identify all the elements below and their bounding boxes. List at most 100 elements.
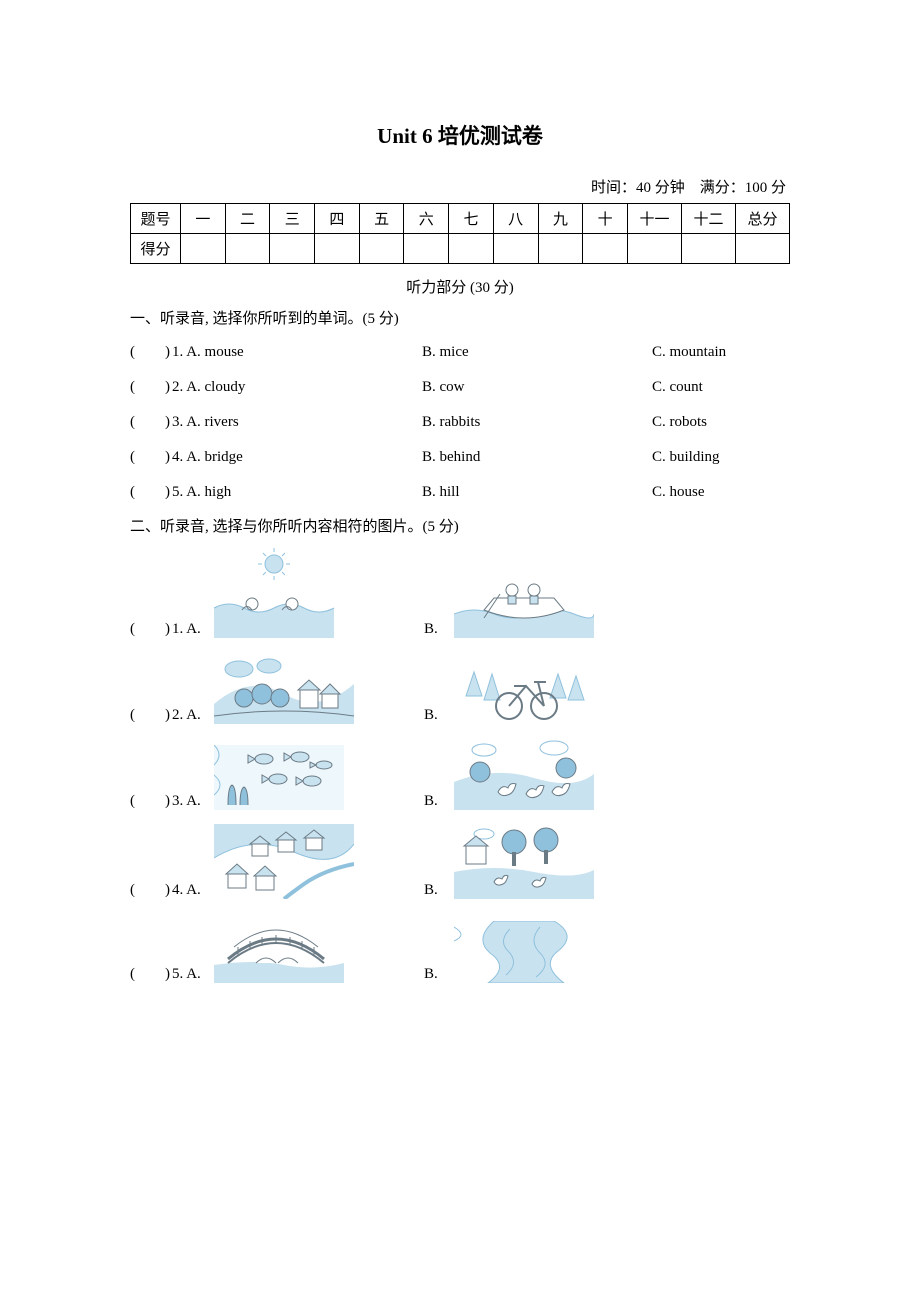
item-number: 3 — [172, 414, 180, 430]
score-blank-cell[interactable] — [736, 234, 790, 264]
answer-blank[interactable]: ( ) — [130, 962, 172, 983]
park-lake-icon — [454, 824, 594, 899]
option-a-label: 1. A. — [172, 621, 214, 638]
option-b: B. behind — [422, 449, 652, 466]
underwater-fish-icon — [214, 745, 344, 810]
option-text: A. — [186, 793, 201, 809]
score-label-cell: 得分 — [131, 234, 181, 264]
answer-blank[interactable]: ( ) — [130, 789, 172, 810]
score-blank-cell[interactable] — [181, 234, 226, 264]
score-header-cell: 三 — [270, 204, 315, 234]
option-b-label: B. — [424, 966, 454, 983]
option-b: B. hill — [422, 484, 652, 501]
score-header-cell: 五 — [359, 204, 404, 234]
item-number: 2 — [172, 379, 180, 395]
score-header-cell: 二 — [225, 204, 270, 234]
score-blank-cell[interactable] — [270, 234, 315, 264]
option-a: 3. A. rivers — [172, 414, 422, 431]
section-2-heading: 二、听录音, 选择与你所听内容相符的图片。(5 分) — [130, 515, 790, 536]
item-number: 2 — [172, 707, 180, 723]
option-text: A. — [186, 882, 201, 898]
score-header-cell: 总分 — [736, 204, 790, 234]
option-c: C. mountain — [652, 344, 790, 361]
answer-blank[interactable]: ( ) — [130, 375, 172, 396]
option-a-label: 3. A. — [172, 793, 214, 810]
pond-ducks-icon — [454, 738, 594, 810]
score-header-cell: 七 — [449, 204, 494, 234]
option-b-label: B. — [424, 882, 454, 899]
option-a: 5. A. high — [172, 484, 422, 501]
option-text: A. — [186, 966, 201, 982]
score-blank-cell[interactable] — [493, 234, 538, 264]
swimming-icon — [214, 548, 334, 638]
section-1-heading: 一、听录音, 选择你所听到的单词。(5 分) — [130, 307, 790, 328]
score-header-cell: 十一 — [628, 204, 682, 234]
item-number: 5 — [172, 484, 180, 500]
option-a-label: 2. A. — [172, 707, 214, 724]
river-icon — [454, 921, 604, 983]
option-b-label: B. — [424, 793, 454, 810]
score-blank-cell[interactable] — [538, 234, 583, 264]
score-blank-cell[interactable] — [583, 234, 628, 264]
option-b-label: B. — [424, 707, 454, 724]
option-text: A. bridge — [186, 449, 243, 465]
option-c: C. house — [652, 484, 790, 501]
mcq-item: ( ) 3. A. rivers B. rabbits C. robots — [130, 410, 790, 431]
score-blank-cell[interactable] — [682, 234, 736, 264]
table-row: 题号 一 二 三 四 五 六 七 八 九 十 十一 十二 总分 — [131, 204, 790, 234]
option-b: B. rabbits — [422, 414, 652, 431]
picture-item: ( ) 4. A. B. — [130, 824, 790, 899]
picture-item: ( ) 2. A. B. — [130, 652, 790, 724]
score-blank-cell[interactable] — [628, 234, 682, 264]
option-a: 2. A. cloudy — [172, 379, 422, 396]
item-number: 5 — [172, 966, 180, 982]
listening-section-header: 听力部分 (30 分) — [130, 276, 790, 297]
option-b-label: B. — [424, 621, 454, 638]
answer-blank[interactable]: ( ) — [130, 445, 172, 466]
option-c: C. building — [652, 449, 790, 466]
option-text: A. — [186, 621, 201, 637]
option-text: A. mouse — [186, 344, 244, 360]
table-row: 得分 — [131, 234, 790, 264]
answer-blank[interactable]: ( ) — [130, 340, 172, 361]
option-a: 4. A. bridge — [172, 449, 422, 466]
boat-icon — [454, 568, 594, 638]
picture-item: ( ) 1. A. B. — [130, 548, 790, 638]
item-number: 1 — [172, 344, 180, 360]
answer-blank[interactable]: ( ) — [130, 617, 172, 638]
option-text: A. high — [186, 484, 231, 500]
option-a: 1. A. mouse — [172, 344, 422, 361]
mcq-item: ( ) 1. A. mouse B. mice C. mountain — [130, 340, 790, 361]
score-table: 题号 一 二 三 四 五 六 七 八 九 十 十一 十二 总分 得分 — [130, 203, 790, 264]
answer-blank[interactable]: ( ) — [130, 878, 172, 899]
option-text: A. rivers — [186, 414, 239, 430]
option-c: C. count — [652, 379, 790, 396]
answer-blank[interactable]: ( ) — [130, 703, 172, 724]
score-blank-cell[interactable] — [449, 234, 494, 264]
item-number: 3 — [172, 793, 180, 809]
score-blank-cell[interactable] — [315, 234, 360, 264]
option-a-label: 5. A. — [172, 966, 214, 983]
score-header-cell: 六 — [404, 204, 449, 234]
score-blank-cell[interactable] — [225, 234, 270, 264]
option-b: B. mice — [422, 344, 652, 361]
option-a-label: 4. A. — [172, 882, 214, 899]
answer-blank[interactable]: ( ) — [130, 480, 172, 501]
option-text: A. — [186, 707, 201, 723]
item-number: 4 — [172, 449, 180, 465]
countryside-houses-icon — [214, 824, 354, 899]
score-blank-cell[interactable] — [359, 234, 404, 264]
mcq-item: ( ) 4. A. bridge B. behind C. building — [130, 445, 790, 466]
score-header-cell: 题号 — [131, 204, 181, 234]
item-number: 1 — [172, 621, 180, 637]
score-header-cell: 一 — [181, 204, 226, 234]
mcq-item: ( ) 5. A. high B. hill C. house — [130, 480, 790, 501]
picture-item: ( ) 5. A. B. — [130, 913, 790, 983]
village-icon — [214, 654, 354, 724]
option-c: C. robots — [652, 414, 790, 431]
answer-blank[interactable]: ( ) — [130, 410, 172, 431]
score-blank-cell[interactable] — [404, 234, 449, 264]
option-text: A. cloudy — [186, 379, 245, 395]
score-header-cell: 四 — [315, 204, 360, 234]
score-header-cell: 八 — [493, 204, 538, 234]
